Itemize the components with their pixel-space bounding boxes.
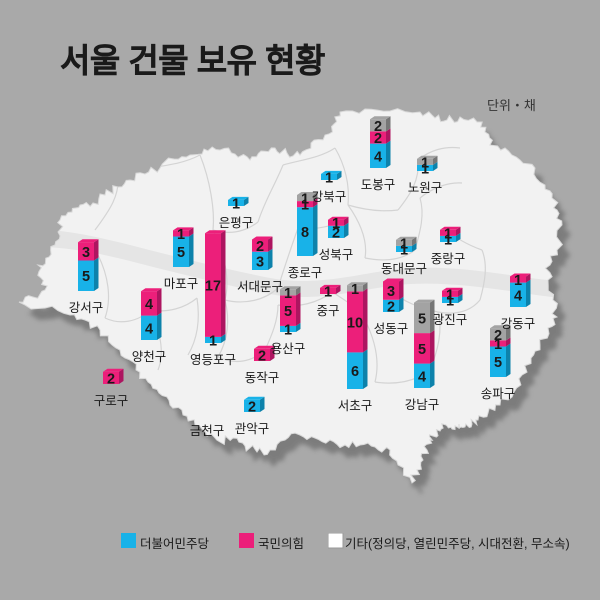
svg-text:5: 5 — [418, 311, 426, 327]
svg-text:1: 1 — [332, 216, 340, 232]
svg-text:1: 1 — [232, 196, 240, 212]
svg-text:2: 2 — [256, 239, 264, 255]
svg-text:1: 1 — [400, 236, 408, 252]
svg-text:1: 1 — [325, 170, 333, 186]
svg-text:4: 4 — [514, 288, 522, 304]
svg-text:2: 2 — [387, 299, 395, 315]
svg-text:1: 1 — [177, 227, 185, 243]
svg-text:1: 1 — [324, 284, 332, 300]
svg-text:3: 3 — [82, 245, 90, 261]
svg-text:2: 2 — [258, 348, 266, 364]
svg-text:17: 17 — [205, 279, 221, 295]
svg-text:4: 4 — [374, 149, 382, 165]
svg-text:1: 1 — [514, 273, 522, 289]
svg-text:10: 10 — [347, 315, 363, 331]
svg-text:1: 1 — [284, 286, 292, 302]
svg-text:5: 5 — [177, 245, 185, 261]
svg-text:4: 4 — [145, 321, 153, 337]
svg-text:5: 5 — [494, 355, 502, 371]
svg-text:2: 2 — [374, 119, 382, 135]
svg-text:3: 3 — [387, 284, 395, 300]
svg-text:1: 1 — [444, 226, 452, 242]
svg-text:5: 5 — [284, 304, 292, 320]
svg-text:1: 1 — [421, 155, 429, 171]
svg-text:4: 4 — [418, 369, 426, 385]
svg-text:5: 5 — [418, 342, 426, 358]
svg-text:3: 3 — [256, 254, 264, 270]
svg-text:1: 1 — [284, 322, 292, 338]
svg-text:1: 1 — [351, 282, 359, 298]
svg-text:2: 2 — [107, 371, 115, 387]
svg-text:2: 2 — [248, 399, 256, 415]
svg-text:6: 6 — [351, 364, 359, 380]
svg-text:1: 1 — [301, 192, 309, 208]
svg-text:1: 1 — [209, 333, 217, 349]
svg-text:1: 1 — [446, 287, 454, 303]
svg-text:5: 5 — [82, 269, 90, 285]
svg-text:4: 4 — [145, 297, 153, 313]
svg-text:8: 8 — [301, 225, 309, 241]
